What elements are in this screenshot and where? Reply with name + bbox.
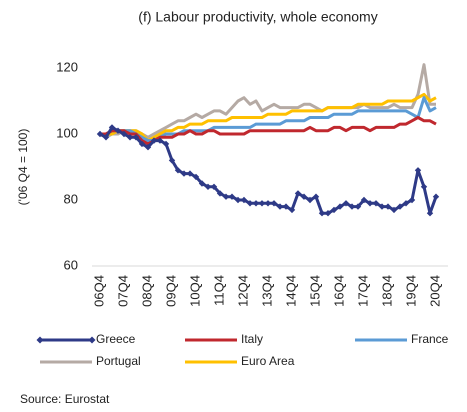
- x-tick-label: 16Q4: [331, 275, 346, 307]
- data-point: [396, 203, 404, 210]
- data-point: [408, 196, 416, 204]
- x-tick-label: 14Q4: [283, 275, 298, 307]
- data-point: [384, 203, 392, 210]
- x-tick-label: 06Q4: [91, 275, 106, 307]
- data-point: [336, 203, 344, 210]
- data-point: [180, 170, 188, 177]
- data-point: [312, 193, 320, 200]
- data-point: [300, 193, 308, 200]
- data-point: [318, 210, 326, 217]
- x-tick-label: 09Q4: [163, 275, 178, 307]
- data-point: [294, 190, 302, 197]
- data-point: [216, 190, 224, 197]
- data-point: [414, 167, 422, 174]
- data-point: [348, 203, 356, 210]
- data-point: [390, 206, 398, 214]
- legend-label: France: [411, 332, 449, 346]
- data-point: [120, 130, 128, 138]
- data-point: [426, 210, 434, 217]
- legend-marker: [88, 336, 96, 344]
- data-point: [252, 200, 260, 207]
- chart-title: (f) Labour productivity, whole economy: [138, 9, 377, 25]
- data-point: [168, 157, 176, 164]
- data-point: [228, 193, 236, 200]
- x-tick-label: 07Q4: [115, 275, 130, 307]
- data-point: [186, 170, 194, 177]
- data-point: [114, 127, 122, 134]
- data-point: [108, 124, 116, 131]
- data-point: [342, 200, 350, 207]
- data-point: [96, 130, 104, 138]
- data-point: [378, 203, 386, 210]
- data-point: [138, 140, 146, 148]
- data-point: [198, 180, 206, 187]
- data-point: [258, 200, 266, 207]
- source-note: Source: Eurostat: [20, 392, 110, 406]
- data-point: [288, 206, 296, 214]
- data-point: [210, 183, 218, 190]
- data-point: [126, 134, 134, 141]
- data-point: [282, 203, 290, 210]
- series-line: [100, 92, 437, 143]
- data-point: [276, 203, 284, 210]
- data-point: [306, 196, 314, 204]
- data-point: [246, 200, 254, 207]
- data-point: [360, 196, 368, 204]
- series-line: [99, 63, 436, 139]
- data-point: [270, 200, 278, 207]
- data-point: [222, 193, 230, 200]
- x-tick-label: 13Q4: [259, 275, 274, 307]
- y-tick-label: 80: [64, 191, 78, 206]
- y-axis-label: ('06 Q4 = 100): [16, 129, 30, 206]
- legend-label: Greece: [96, 332, 136, 346]
- x-tick-label: 10Q4: [187, 275, 202, 307]
- x-tick-label: 18Q4: [379, 275, 394, 307]
- data-point: [240, 196, 248, 204]
- data-point: [264, 200, 272, 207]
- data-point: [204, 183, 212, 190]
- data-point: [102, 134, 110, 141]
- data-point: [150, 137, 158, 144]
- data-point: [366, 200, 374, 207]
- x-tick-label: 12Q4: [235, 275, 250, 307]
- data-point: [132, 134, 140, 141]
- data-point: [330, 206, 338, 214]
- data-point: [174, 167, 182, 174]
- x-tick-label: 19Q4: [403, 275, 418, 307]
- data-point: [324, 210, 332, 217]
- data-point: [432, 193, 440, 200]
- legend-label: Italy: [241, 332, 263, 346]
- x-tick-label: 08Q4: [139, 275, 154, 307]
- x-tick-label: 15Q4: [307, 275, 322, 307]
- y-tick-label: 60: [64, 257, 78, 272]
- data-point: [162, 140, 170, 148]
- data-point: [402, 200, 410, 207]
- legend-label: Euro Area: [241, 354, 295, 368]
- x-tick-label: 11Q4: [211, 275, 226, 306]
- y-tick-label: 120: [56, 59, 78, 74]
- y-tick-label: 100: [56, 125, 78, 140]
- series-line: [100, 96, 437, 143]
- x-tick-label: 20Q4: [427, 275, 442, 307]
- x-tick-label: 17Q4: [355, 275, 370, 307]
- data-point: [354, 203, 362, 210]
- data-point: [156, 137, 164, 144]
- legend-marker: [36, 336, 44, 344]
- legend-label: Portugal: [96, 354, 141, 368]
- data-point: [372, 200, 380, 207]
- data-point: [192, 173, 200, 181]
- data-point: [234, 196, 242, 204]
- data-point: [144, 144, 152, 151]
- data-point: [420, 183, 428, 190]
